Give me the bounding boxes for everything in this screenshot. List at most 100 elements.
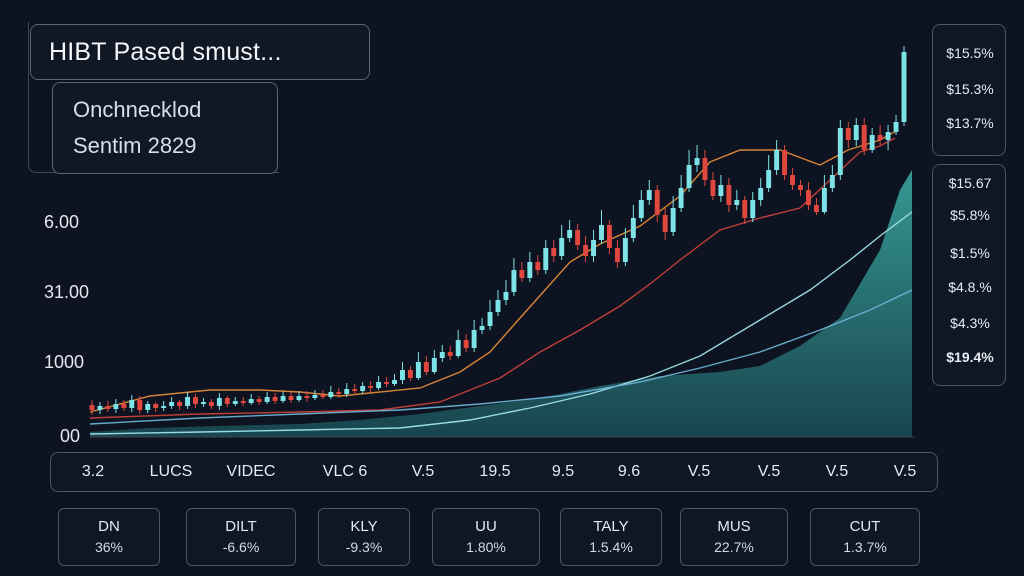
candle [376, 376, 382, 390]
candle [543, 240, 549, 274]
candle [766, 155, 772, 192]
candle [718, 175, 724, 202]
candle [638, 190, 644, 222]
candle [877, 125, 883, 145]
candle [646, 180, 652, 205]
price-value-current: $19.4% [946, 349, 994, 365]
stat-card-cut[interactable]: CUT 1.3.7% [810, 508, 920, 566]
price-value: $15.67 [948, 175, 992, 191]
candle [153, 402, 159, 412]
stat-value: -6.6% [222, 539, 260, 555]
stat-value: 1.80% [466, 539, 506, 555]
candle [750, 192, 756, 222]
candle [272, 393, 278, 404]
candle [193, 394, 198, 408]
candle [352, 384, 358, 395]
candle [575, 224, 581, 250]
x-axis-bar: 3.2 LUCS VIDEC VLC 6 V.5 19.5 9.5 9.6 V.… [50, 452, 938, 492]
candle [185, 392, 190, 409]
candle [288, 392, 294, 403]
title-panel: HIBT Pased smust... [30, 24, 370, 80]
candle [901, 46, 907, 126]
candle [599, 210, 604, 244]
candle [662, 208, 668, 240]
candle [328, 386, 334, 399]
subtitle-line-2: Sentim 2829 [73, 133, 197, 158]
candle [336, 388, 342, 398]
candle [248, 394, 254, 405]
stat-label: MUS [717, 518, 751, 535]
x-tick-label: V.5 [687, 463, 711, 480]
candle [614, 240, 620, 268]
candle [161, 401, 167, 411]
candle [790, 168, 796, 190]
stat-value: 1.3.7% [843, 539, 887, 555]
candle [710, 172, 716, 200]
candle [145, 401, 151, 413]
price-panel-top: $15.5% $15.3% $13.7% [932, 24, 1006, 156]
candle [129, 395, 135, 412]
stat-card-taly[interactable]: TALY 1.5.4% [560, 508, 662, 566]
x-tick-label: LUCS [149, 463, 193, 480]
candle [742, 196, 748, 224]
candle [606, 220, 612, 254]
candle [535, 255, 541, 275]
candle [694, 145, 700, 172]
candle [447, 346, 453, 360]
price-value: $13.7% [946, 115, 994, 131]
candle [208, 399, 214, 409]
stat-value: -9.3% [345, 539, 383, 555]
candle [113, 399, 119, 413]
moving-average-lines [89, 129, 913, 435]
x-tick-label: VIDEC [226, 463, 276, 480]
candle [240, 397, 246, 406]
candle [503, 280, 509, 305]
stat-card-mus[interactable]: MUS 22.7% [680, 508, 788, 566]
stat-card-dn[interactable]: DN 36% [58, 508, 160, 566]
candle [264, 392, 270, 404]
candle [774, 140, 780, 175]
candle [137, 396, 143, 414]
subtitle-panel: Onchnecklod Sentim 2829 [52, 82, 278, 174]
price-value: $4.8.% [948, 279, 992, 295]
candle [567, 220, 573, 242]
candle [177, 400, 183, 410]
stat-card-uu[interactable]: UU 1.80% [432, 508, 540, 566]
candle [224, 396, 230, 407]
y-tick-label: 00 [60, 426, 81, 446]
volume-area-fill [90, 170, 912, 437]
candle [455, 330, 461, 358]
x-tick-label: VLC 6 [322, 463, 368, 480]
stat-card-dilt[interactable]: DILT -6.6% [186, 508, 296, 566]
candle [782, 145, 788, 180]
price-value: $15.3% [946, 81, 994, 97]
candle [479, 318, 485, 334]
candle [630, 205, 636, 242]
stat-label: KLY [350, 518, 378, 535]
ma-line-orange [89, 129, 899, 413]
stat-label: TALY [593, 518, 629, 535]
page-title: HIBT Pased smust... [49, 38, 282, 66]
x-tick-label: 9.6 [617, 463, 641, 480]
candle [360, 382, 366, 394]
candle [511, 258, 517, 296]
candle [296, 391, 302, 402]
candle [320, 390, 326, 399]
stat-card-kly[interactable]: KLY -9.3% [318, 508, 410, 566]
candle [591, 230, 596, 262]
candle [105, 401, 111, 412]
price-value: $15.5% [946, 45, 994, 61]
x-tick-label: V.5 [411, 463, 435, 480]
candle [216, 393, 222, 410]
candle [368, 381, 374, 392]
candle [344, 383, 350, 397]
candle [798, 180, 803, 196]
stat-value: 22.7% [714, 539, 754, 555]
candle [400, 362, 405, 384]
candle [654, 185, 660, 222]
stat-label: DN [98, 518, 120, 535]
candlesticks [89, 46, 907, 415]
price-value: $4.3% [950, 315, 990, 331]
ma-line-blue [89, 289, 913, 425]
candle [813, 198, 819, 215]
